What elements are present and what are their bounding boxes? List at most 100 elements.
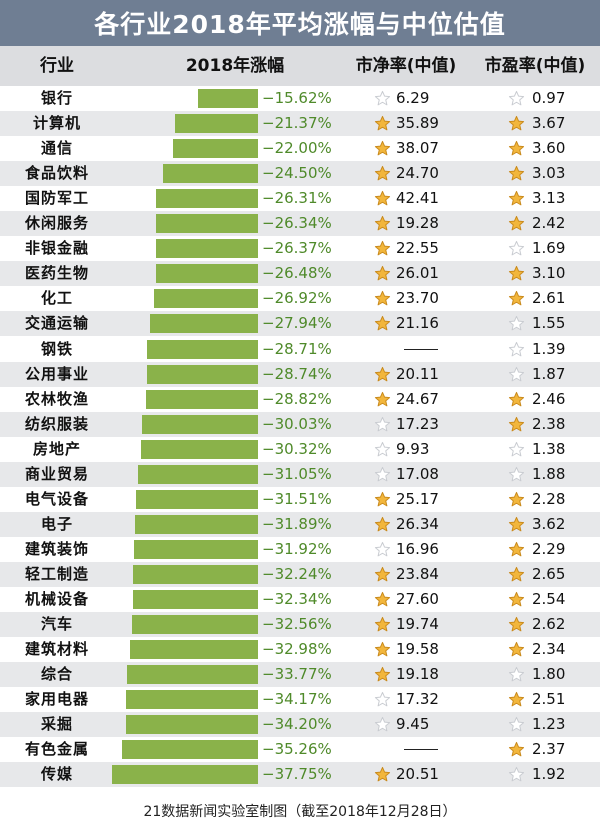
change-value: −28.74% [262, 364, 332, 383]
change-value: −28.82% [262, 389, 332, 408]
pb-value: 23.84 [396, 564, 439, 583]
table-row: 公用事业 −28.74% 20.11 1.87 [0, 361, 600, 387]
table-row: 机械设备 −32.34% 27.60 2.54 [0, 587, 600, 612]
star-icon-empty [374, 541, 391, 557]
table-row: 农林牧渔 −28.82% 24.67 2.46 [0, 386, 600, 412]
change-value: −30.03% [262, 414, 332, 433]
industry-label: 纺织服装 [24, 414, 89, 433]
star-icon-gold [508, 416, 525, 432]
industry-label: 计算机 [32, 114, 81, 133]
table-row: 有色金属 −35.26% 2.37 [0, 737, 600, 763]
change-bar [131, 615, 258, 635]
industry-label: 银行 [40, 89, 73, 107]
change-value: −32.34% [262, 590, 332, 608]
star-icon-gold [374, 291, 391, 306]
industry-label: 综合 [40, 665, 73, 684]
table-row: 商业贸易 −31.05% 17.08 1.88 [0, 461, 600, 487]
star-icon-empty [508, 241, 525, 256]
chart-title: 各行业2018年平均涨幅与中位估值 [94, 10, 506, 39]
change-bar [155, 239, 258, 259]
pe-value: 2.28 [532, 489, 566, 508]
star-icon-empty [374, 441, 391, 457]
table-row: 国防军工 −26.31% 42.41 3.13 [0, 186, 600, 212]
change-value: −15.62% [262, 89, 332, 107]
star-icon-gold [508, 591, 525, 607]
industry-label: 传媒 [40, 765, 73, 784]
change-bar [146, 339, 258, 359]
pb-value: 26.01 [396, 264, 439, 283]
change-bar [155, 264, 258, 284]
pb-value: 19.18 [396, 665, 439, 684]
industry-label: 轻工制造 [24, 564, 89, 583]
change-bar [111, 765, 258, 785]
table-row: 化工 −26.92% 23.70 2.61 [0, 286, 600, 312]
change-value: −32.24% [262, 564, 332, 583]
change-bar [146, 389, 258, 409]
industry-label: 钢铁 [40, 339, 73, 358]
pb-value: 20.11 [396, 364, 439, 383]
industry-label: 电气设备 [24, 489, 89, 508]
header-pb: 市净率(中值) [355, 56, 457, 76]
pe-value: 1.38 [532, 439, 566, 458]
change-value: −22.00% [262, 139, 332, 158]
star-icon-gold [374, 616, 391, 632]
star-icon-gold [374, 391, 391, 406]
table-row: 采掘 −34.20% 9.45 1.23 [0, 712, 600, 738]
pb-value: 23.70 [396, 289, 439, 308]
industry-label: 家用电器 [24, 690, 89, 709]
change-value: −34.17% [262, 690, 332, 709]
change-value: −26.92% [262, 289, 332, 308]
change-value: −37.75% [262, 765, 332, 784]
star-icon-empty [508, 717, 525, 732]
pe-value: 2.62 [532, 615, 566, 634]
star-icon-empty [374, 90, 391, 106]
star-icon-gold [374, 266, 391, 281]
pb-value: 19.28 [396, 214, 439, 233]
pe-value: 2.65 [532, 564, 566, 583]
change-value: −32.56% [262, 615, 332, 634]
industry-label: 电子 [40, 514, 73, 533]
table-row: 汽车 −32.56% 19.74 2.62 [0, 612, 600, 638]
pb-value: 35.89 [396, 114, 439, 133]
pe-value: 1.92 [532, 765, 566, 784]
change-bar [134, 539, 258, 559]
header-change: 2018年涨幅 [185, 56, 285, 76]
pb-value: 6.29 [396, 89, 430, 107]
change-bar [175, 114, 258, 134]
star-icon-empty [374, 692, 391, 707]
star-icon-empty [374, 466, 391, 482]
pe-value: 2.51 [532, 690, 566, 709]
table-row: 家用电器 −34.17% 17.32 2.51 [0, 687, 600, 713]
pb-value: 24.70 [396, 164, 439, 183]
industry-label: 房地产 [32, 439, 81, 458]
industry-label: 化工 [40, 289, 73, 308]
star-icon-gold [508, 742, 525, 757]
star-icon-gold [374, 366, 391, 381]
pb-value: 42.41 [396, 189, 439, 208]
pe-value: 2.54 [532, 590, 566, 608]
pb-value: 20.51 [396, 765, 439, 784]
pb-value: 17.23 [396, 414, 439, 433]
change-bar [136, 489, 258, 509]
change-value: −30.32% [262, 439, 332, 458]
star-icon-gold [508, 216, 525, 231]
change-bar [121, 740, 258, 760]
pe-value: 1.23 [532, 715, 566, 734]
star-icon-gold [374, 241, 391, 256]
star-icon-gold [374, 191, 391, 206]
star-icon-empty [508, 341, 525, 356]
star-icon-gold [508, 391, 525, 406]
pb-value: 38.07 [396, 139, 439, 158]
change-value: −26.37% [262, 239, 332, 258]
industry-label: 汽车 [40, 615, 73, 634]
pb-value: 25.17 [396, 489, 439, 508]
pe-value: 2.42 [532, 214, 566, 233]
table-row: 纺织服装 −30.03% 17.23 2.38 [0, 411, 600, 437]
industry-label: 机械设备 [24, 590, 89, 608]
industry-label: 非银金融 [24, 239, 89, 258]
star-icon-gold [508, 642, 525, 657]
pb-value: 16.96 [396, 539, 439, 558]
pb-missing-dash [404, 749, 438, 751]
pb-value: 26.34 [396, 514, 439, 533]
header-pe: 市盈率(中值) [484, 56, 586, 76]
